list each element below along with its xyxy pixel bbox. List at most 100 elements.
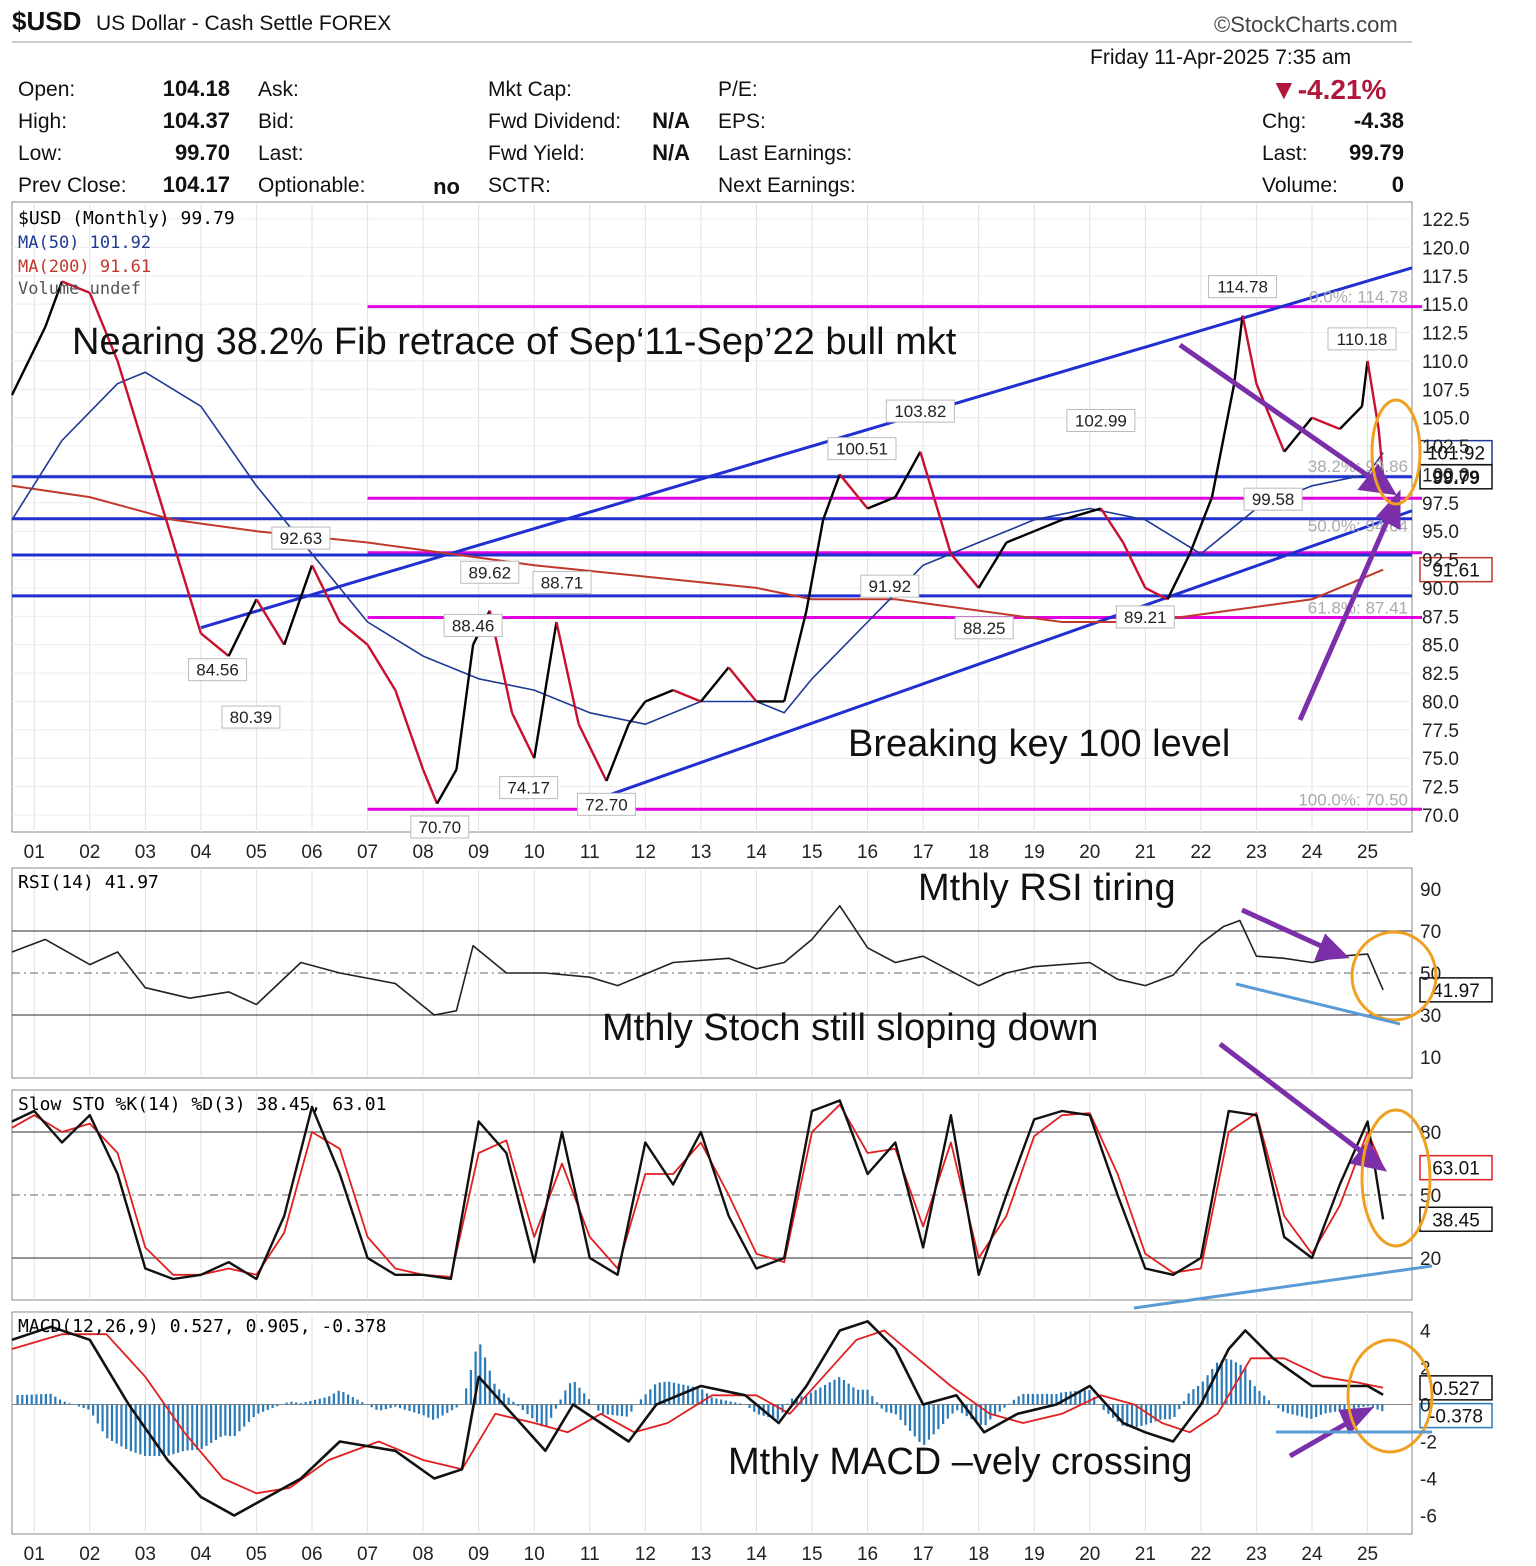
y-tick-label: 95.0 — [1422, 522, 1459, 543]
fwd-yield-label: Fwd Yield: — [488, 142, 585, 165]
x-tick-label-bottom: 10 — [524, 1544, 545, 1565]
x-tick-label-top: 17 — [913, 842, 934, 863]
macd-hist-tag: -0.378 — [1419, 1402, 1493, 1429]
price-tag-text: 99.79 — [1432, 468, 1480, 489]
peak-label: 102.99 — [1066, 408, 1136, 432]
mkt-cap-label: Mkt Cap: — [488, 78, 573, 101]
price-segment — [783, 610, 808, 702]
price-segment — [394, 689, 425, 770]
peak-label-text: 110.18 — [1337, 330, 1388, 349]
macd-line — [11, 1320, 1384, 1517]
exchange-label: FOREX — [318, 12, 392, 35]
high-value: 104.37 — [162, 108, 230, 133]
x-tick-label-bottom: 19 — [1024, 1544, 1045, 1565]
circle-rsi — [1350, 930, 1438, 1022]
sto-k-tag: 38.45 — [1419, 1206, 1493, 1233]
eps-label: EPS: — [718, 110, 766, 133]
peak-label-box — [410, 815, 470, 839]
volume-value: 0 — [1391, 172, 1404, 197]
ask-label: Ask: — [258, 78, 299, 101]
stoch-divergence-line — [1133, 1264, 1433, 1310]
price-segment — [533, 621, 558, 759]
rsi-divergence-line — [1235, 982, 1401, 1026]
x-tick-label-bottom: 06 — [301, 1544, 322, 1565]
peak-label-box — [954, 616, 1014, 640]
legend-ma200: MA(200) 91.61 — [18, 257, 151, 277]
ma50-tag: 101.92 — [1419, 439, 1493, 466]
sto-d-tag-text: 63.01 — [1432, 1159, 1480, 1180]
fwd-yield-value: N/A — [652, 140, 690, 165]
peak-label-box — [221, 705, 281, 729]
highlight-circles — [1346, 398, 1438, 1454]
peak-label-text: 88.46 — [452, 616, 495, 635]
chg-value: -4.38 — [1353, 108, 1404, 133]
rsi-tick-label: 30 — [1420, 1006, 1441, 1027]
price-segment — [44, 281, 64, 328]
peak-label: 89.21 — [1115, 605, 1175, 629]
price-segment — [10, 326, 47, 396]
peak-label: 100.51 — [827, 437, 897, 461]
peak-label-box — [885, 399, 955, 423]
arrow-rsi-head — [1314, 933, 1350, 961]
annotation-arrows — [1178, 342, 1401, 1459]
date-label: Friday 11-Apr-2025 7:35 am — [1090, 46, 1352, 69]
x-tick-label-top: 12 — [635, 842, 656, 863]
y-tick-label: 80.0 — [1422, 692, 1459, 713]
price-segment — [200, 632, 230, 657]
y-tick-label: 75.0 — [1422, 749, 1459, 770]
price-segment — [1061, 507, 1102, 521]
rsi-tick-label: 90 — [1420, 880, 1441, 901]
y-tick-label: 97.5 — [1422, 494, 1459, 515]
price-segment — [144, 451, 175, 543]
price-segment — [821, 474, 841, 521]
x-tick-label-top: 15 — [801, 842, 822, 863]
peak-label: 99.58 — [1243, 487, 1303, 511]
price-segment — [699, 666, 730, 703]
y-tick-label: 122.5 — [1422, 210, 1470, 231]
fib-label: 100.0%: 70.50 — [1298, 790, 1408, 809]
peak-label-box — [443, 613, 503, 637]
x-tick-label-bottom: 23 — [1246, 1544, 1267, 1565]
price-panel-frame — [11, 201, 1413, 833]
y-tick-label: 117.5 — [1422, 267, 1468, 288]
peak-label: 92.63 — [271, 526, 331, 550]
x-tick-label-bottom: 11 — [580, 1544, 600, 1565]
price-segment — [1360, 360, 1369, 407]
rsi-tick-label: 70 — [1420, 922, 1441, 943]
ma200-tag-box — [1419, 556, 1493, 583]
price-segment — [116, 360, 147, 453]
x-tick-label-top: 07 — [357, 842, 378, 863]
ma50-line — [11, 371, 1384, 726]
low-value: 99.70 — [174, 140, 230, 165]
y-tick-label: 72.5 — [1422, 778, 1459, 799]
peak-label: 80.39 — [221, 705, 281, 729]
x-tick-label-bottom: 18 — [968, 1544, 989, 1565]
peak-label-text: 88.71 — [541, 574, 584, 593]
peak-label-text: 99.58 — [1252, 490, 1295, 509]
peak-label: 91.92 — [860, 574, 920, 598]
peak-label: 114.78 — [1208, 275, 1278, 299]
brand-label[interactable]: ©StockCharts.com — [1214, 12, 1398, 37]
optionable-value: no — [433, 174, 460, 199]
y-tick-label: 82.5 — [1422, 664, 1459, 685]
peak-label-text: 88.25 — [963, 619, 1006, 638]
peak-label: 84.56 — [188, 658, 248, 682]
peak-label-box — [499, 776, 559, 800]
price-segment — [577, 723, 608, 782]
price-segment — [1233, 315, 1244, 384]
price-panel-title: $USD (Monthly) 99.79 — [18, 208, 235, 229]
macd-tick-label: 0 — [1420, 1396, 1431, 1417]
macd-panel-title: MACD(12,26,9) 0.527, 0.905, -0.378 — [18, 1316, 386, 1337]
x-tick-label-top: 20 — [1079, 842, 1100, 863]
bid-label: Bid: — [258, 110, 295, 133]
volume-label: Volume: — [1262, 174, 1338, 197]
annotation-fib: Nearing 38.2% Fib retrace of Sep‘11-Sep’… — [72, 321, 957, 363]
price-segment — [1377, 428, 1385, 477]
x-tick-label-top: 23 — [1246, 842, 1267, 863]
x-tick-label-bottom: 25 — [1357, 1544, 1378, 1565]
price-segment — [510, 712, 536, 759]
price-segment — [88, 292, 119, 362]
sto-d-line — [11, 1103, 1384, 1278]
price-segment — [867, 496, 896, 510]
sto-d-tag-box — [1419, 1154, 1493, 1181]
